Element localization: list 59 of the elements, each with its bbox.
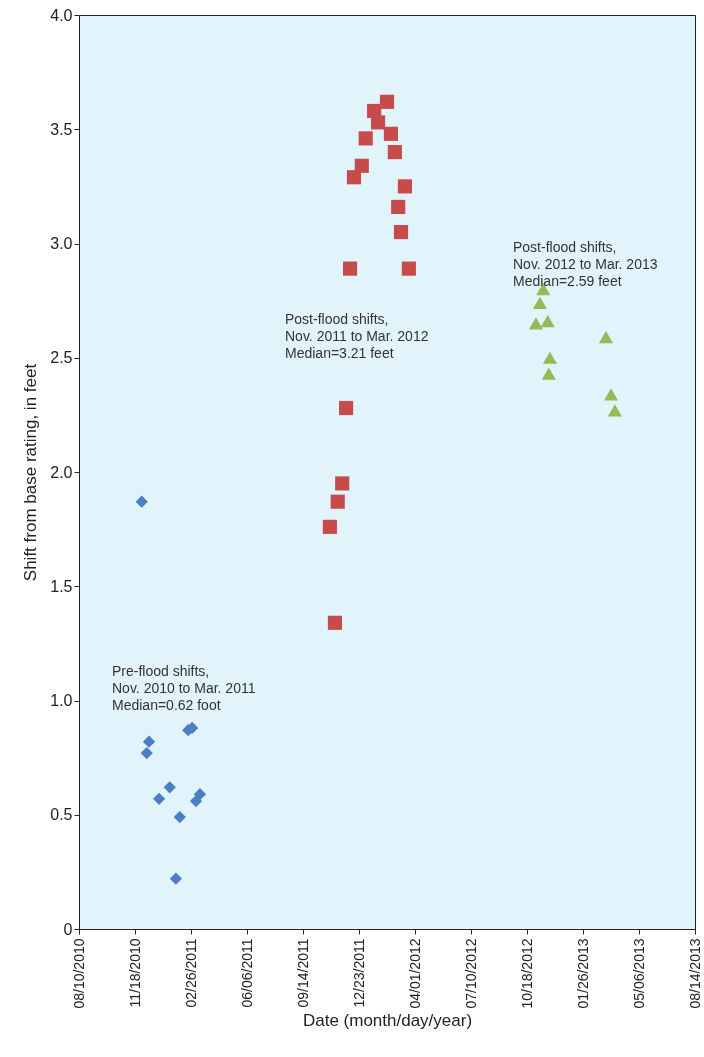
y-tick-label: 3.0 bbox=[50, 235, 73, 252]
point bbox=[327, 615, 342, 630]
y-tick-label: 1.5 bbox=[50, 577, 73, 595]
point bbox=[541, 367, 556, 380]
point bbox=[370, 115, 386, 130]
point bbox=[540, 315, 555, 328]
point bbox=[189, 794, 203, 808]
point bbox=[603, 388, 619, 401]
point bbox=[532, 296, 547, 310]
point bbox=[379, 94, 395, 109]
x-tick-label: 05/06/2013 bbox=[630, 938, 647, 1009]
x-tick-label: 08/14/2013 bbox=[686, 938, 703, 1009]
point bbox=[354, 158, 369, 173]
point bbox=[335, 476, 350, 491]
point bbox=[193, 788, 207, 801]
y-axis-title: Shift from base rating, in feet bbox=[21, 363, 41, 582]
annotation: Post-flood shifts, Nov. 2011 to Mar. 2012 Median=3.21 feet bbox=[285, 311, 429, 361]
x-tick-label: 04/01/2012 bbox=[406, 938, 423, 1009]
y-tick-label: 4.0 bbox=[50, 6, 73, 24]
y-tick-label: 2.5 bbox=[50, 349, 73, 367]
point bbox=[383, 126, 398, 141]
point bbox=[358, 131, 373, 146]
point bbox=[339, 400, 354, 416]
y-tick-label: 3.5 bbox=[50, 120, 73, 138]
x-axis-title: Date (month/day/year) bbox=[302, 1010, 473, 1030]
point bbox=[393, 225, 409, 240]
point bbox=[322, 519, 337, 534]
point bbox=[342, 261, 358, 276]
x-tick-label: 12/23/2011 bbox=[350, 938, 367, 1008]
x-tick-label: 10/18/2012 bbox=[518, 938, 535, 1009]
point bbox=[607, 404, 622, 417]
point bbox=[169, 872, 182, 885]
point bbox=[387, 145, 402, 160]
point bbox=[391, 199, 406, 215]
x-tick-label: 06/06/2011 bbox=[238, 938, 255, 1008]
y-tick-label: 0.5 bbox=[50, 806, 73, 824]
point bbox=[528, 317, 544, 330]
x-tick-label: 02/26/2011 bbox=[182, 938, 199, 1008]
point bbox=[542, 351, 558, 364]
y-tick-label: 1.0 bbox=[50, 692, 73, 709]
point bbox=[152, 792, 166, 805]
x-tick-label: 11/18/2010 bbox=[126, 938, 143, 1008]
annotation: Pre-flood shifts, Nov. 2010 to Mar. 2011 Median=0.62 foot bbox=[112, 663, 256, 713]
point bbox=[142, 735, 156, 748]
x-tick-label: 01/26/2013 bbox=[574, 938, 591, 1009]
annotation: Post-flood shifts, Nov. 2012 to Mar. 2013 Median=2.59 feet bbox=[513, 239, 658, 289]
point bbox=[397, 179, 412, 194]
point bbox=[135, 495, 148, 508]
x-tick-label: 07/10/2012 bbox=[462, 938, 479, 1009]
point bbox=[598, 331, 614, 344]
x-tick-label: 08/10/2010 bbox=[70, 938, 87, 1009]
point bbox=[401, 261, 416, 276]
point bbox=[330, 494, 345, 509]
y-tick-label: 2.0 bbox=[50, 463, 73, 481]
y-tick-label: 0 bbox=[63, 920, 73, 938]
point bbox=[163, 781, 176, 794]
point bbox=[173, 810, 186, 824]
x-tick-label: 09/14/2011 bbox=[294, 938, 311, 1008]
point bbox=[140, 746, 153, 760]
